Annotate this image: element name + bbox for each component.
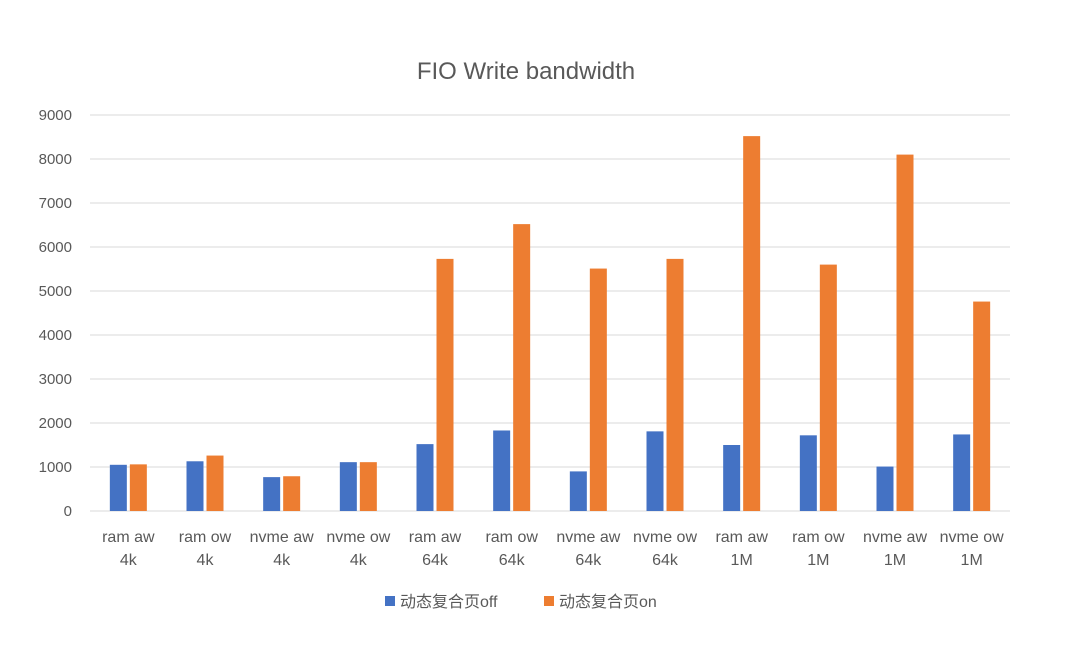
x-category-label: ram aw [102,529,155,546]
x-category-label: 4k [120,552,138,569]
legend-swatch [385,596,395,606]
bar-on [666,258,684,511]
x-category-label: 4k [273,552,291,569]
x-category-label: ram ow [792,529,845,546]
y-tick-label: 9000 [39,107,72,124]
bar-on [283,476,301,511]
bar-off [493,430,511,511]
bar-off [953,434,971,511]
bar-off [723,445,741,511]
bar-on [589,268,607,511]
y-tick-label: 3000 [39,371,72,388]
x-category-label: ram ow [485,529,538,546]
y-tick-label: 1000 [39,459,72,476]
bar-off [646,431,664,511]
x-category-label: ram aw [409,529,462,546]
x-category-label: nvme aw [863,529,927,546]
x-axis-category-labels: ram aw 4k ram ow 4k nvme aw 4k nvme ow 4k ram aw… [102,529,1004,569]
legend: 动态复合页off 动态复合页on [385,593,657,611]
x-category-label: 64k [652,552,679,569]
x-category-label: 1M [731,552,753,569]
x-category-label: 4k [350,552,368,569]
bar-off [569,471,587,511]
x-category-label: 1M [884,552,906,569]
x-category-label: nvme ow [940,529,1004,546]
bar-off [186,461,204,511]
x-category-label: 64k [422,552,449,569]
legend-label: 动态复合页on [559,593,657,611]
x-category-label: 1M [807,552,829,569]
y-tick-label: 7000 [39,195,72,212]
bar-on [129,464,147,511]
legend-label: 动态复合页off [400,593,498,611]
y-tick-label: 8000 [39,151,72,168]
bar-on [359,462,377,511]
y-axis-tick-labels: 0 1000 2000 3000 4000 5000 6000 7000 8000 9000 [39,107,72,520]
bar-off [263,477,281,511]
bar-on [436,258,454,511]
bar-on [973,301,991,511]
x-category-label: nvme ow [326,529,390,546]
legend-swatch [544,596,554,606]
bar-on [896,154,914,511]
x-category-label: 64k [575,552,602,569]
y-tick-label: 2000 [39,415,72,432]
y-tick-label: 5000 [39,283,72,300]
bar-on [743,136,761,511]
x-category-label: 64k [499,552,526,569]
chart-title: FIO Write bandwidth [417,58,635,85]
bar-off [416,444,434,511]
bars [109,136,991,511]
bar-on [819,264,837,511]
bar-off [799,435,817,511]
x-category-label: nvme ow [633,529,697,546]
gridlines [90,114,1010,512]
x-category-label: nvme aw [250,529,314,546]
x-category-label: 1M [961,552,983,569]
bar-off [339,462,357,511]
bar-on [206,455,224,511]
bar-on [513,224,531,511]
y-tick-label: 6000 [39,239,72,256]
y-tick-label: 4000 [39,327,72,344]
x-category-label: nvme aw [556,529,620,546]
y-tick-label: 0 [64,503,72,520]
x-category-label: 4k [197,552,215,569]
bar-off [109,464,127,511]
x-category-label: ram aw [715,529,768,546]
bar-off [876,466,894,511]
x-category-label: ram ow [179,529,232,546]
